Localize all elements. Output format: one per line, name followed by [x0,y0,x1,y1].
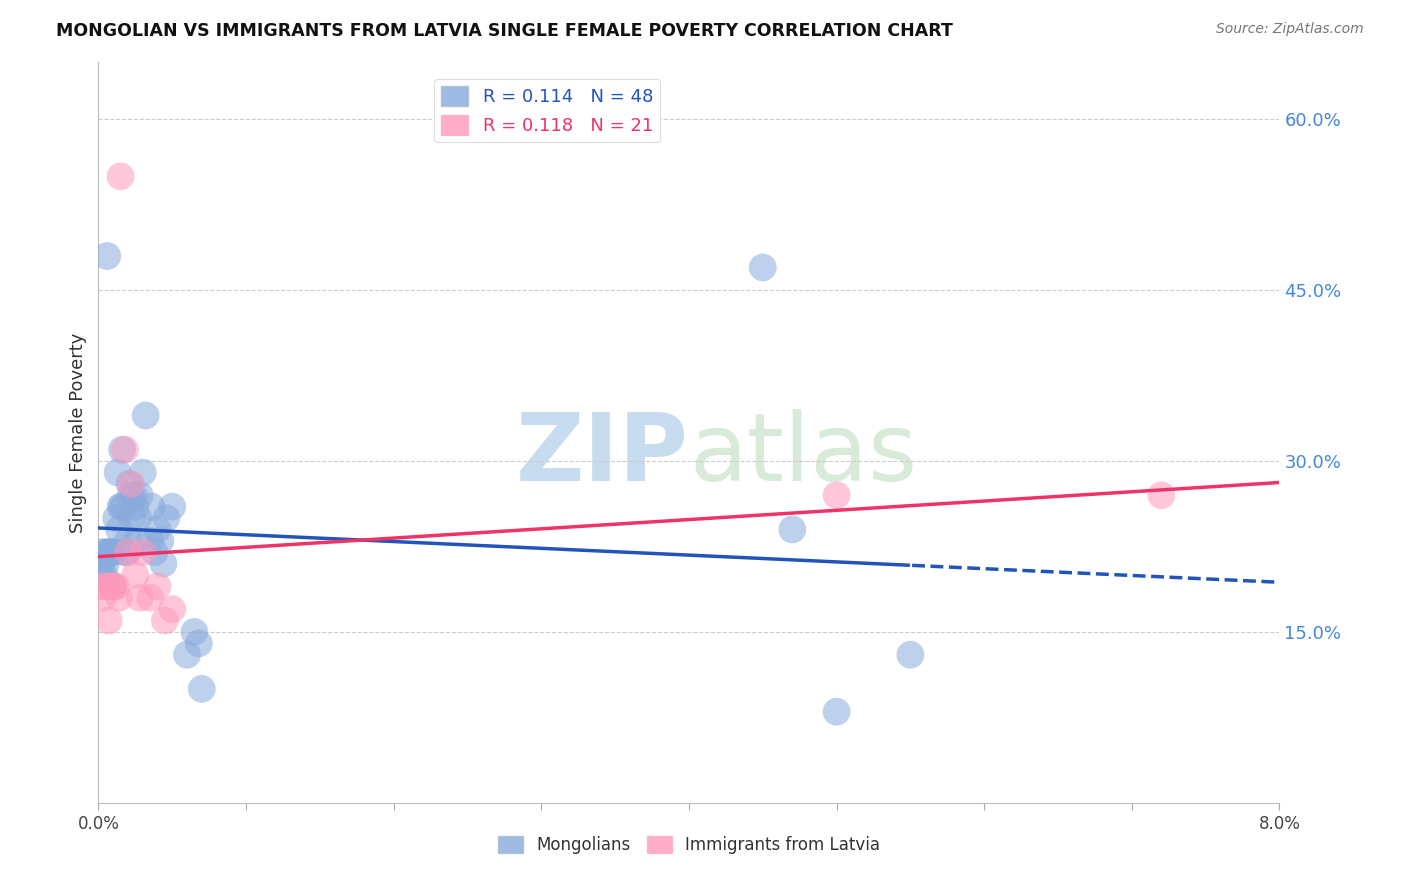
Point [162,500,183,514]
Point [124,568,146,582]
Point [122,488,145,502]
Point [128,488,150,502]
Point [127,511,149,525]
Point [103,579,125,593]
Point [132,466,155,480]
Point [97,545,120,559]
Point [96,249,118,263]
Point [112,500,135,514]
Point [103,545,125,559]
Point [90,568,112,582]
Point [91,591,114,605]
Point [98,545,121,559]
Point [825,705,848,719]
Point [900,648,922,662]
Point [825,488,848,502]
Point [187,636,209,650]
Point [751,260,773,275]
Point [162,602,183,616]
Point [114,442,136,457]
Point [117,545,139,559]
Point [146,579,169,593]
Point [108,523,131,537]
Text: atlas: atlas [689,409,917,500]
Point [120,488,142,502]
Point [107,466,129,480]
Text: ZIP: ZIP [516,409,689,500]
Point [149,533,172,548]
Point [105,511,128,525]
Point [103,579,125,593]
Point [139,591,162,605]
Point [105,579,128,593]
Point [117,533,139,548]
Point [191,681,214,696]
Point [108,591,131,605]
Point [124,500,146,514]
Point [121,511,143,525]
Point [110,169,132,184]
Legend: Mongolians, Immigrants from Latvia: Mongolians, Immigrants from Latvia [491,830,887,861]
Point [94,557,117,571]
Point [111,442,134,457]
Point [120,476,142,491]
Point [139,533,162,548]
Point [125,533,148,548]
Point [90,579,112,593]
Point [135,409,157,423]
Point [100,545,122,559]
Point [118,476,141,491]
Point [111,500,134,514]
Point [91,545,114,559]
Point [115,545,138,559]
Point [132,545,155,559]
Point [128,591,150,605]
Point [176,648,198,662]
Point [94,579,117,593]
Point [97,614,120,628]
Point [183,624,205,639]
Point [114,545,136,559]
Point [782,523,804,537]
Point [94,545,117,559]
Point [155,511,177,525]
Point [110,500,132,514]
Point [152,557,174,571]
Text: Source: ZipAtlas.com: Source: ZipAtlas.com [1216,22,1364,37]
Point [100,579,122,593]
Point [90,557,112,571]
Y-axis label: Single Female Poverty: Single Female Poverty [69,333,87,533]
Point [93,568,115,582]
Point [141,500,163,514]
Point [143,545,166,559]
Point [153,614,176,628]
Point [1150,488,1173,502]
Text: MONGOLIAN VS IMMIGRANTS FROM LATVIA SINGLE FEMALE POVERTY CORRELATION CHART: MONGOLIAN VS IMMIGRANTS FROM LATVIA SING… [56,22,953,40]
Point [146,523,169,537]
